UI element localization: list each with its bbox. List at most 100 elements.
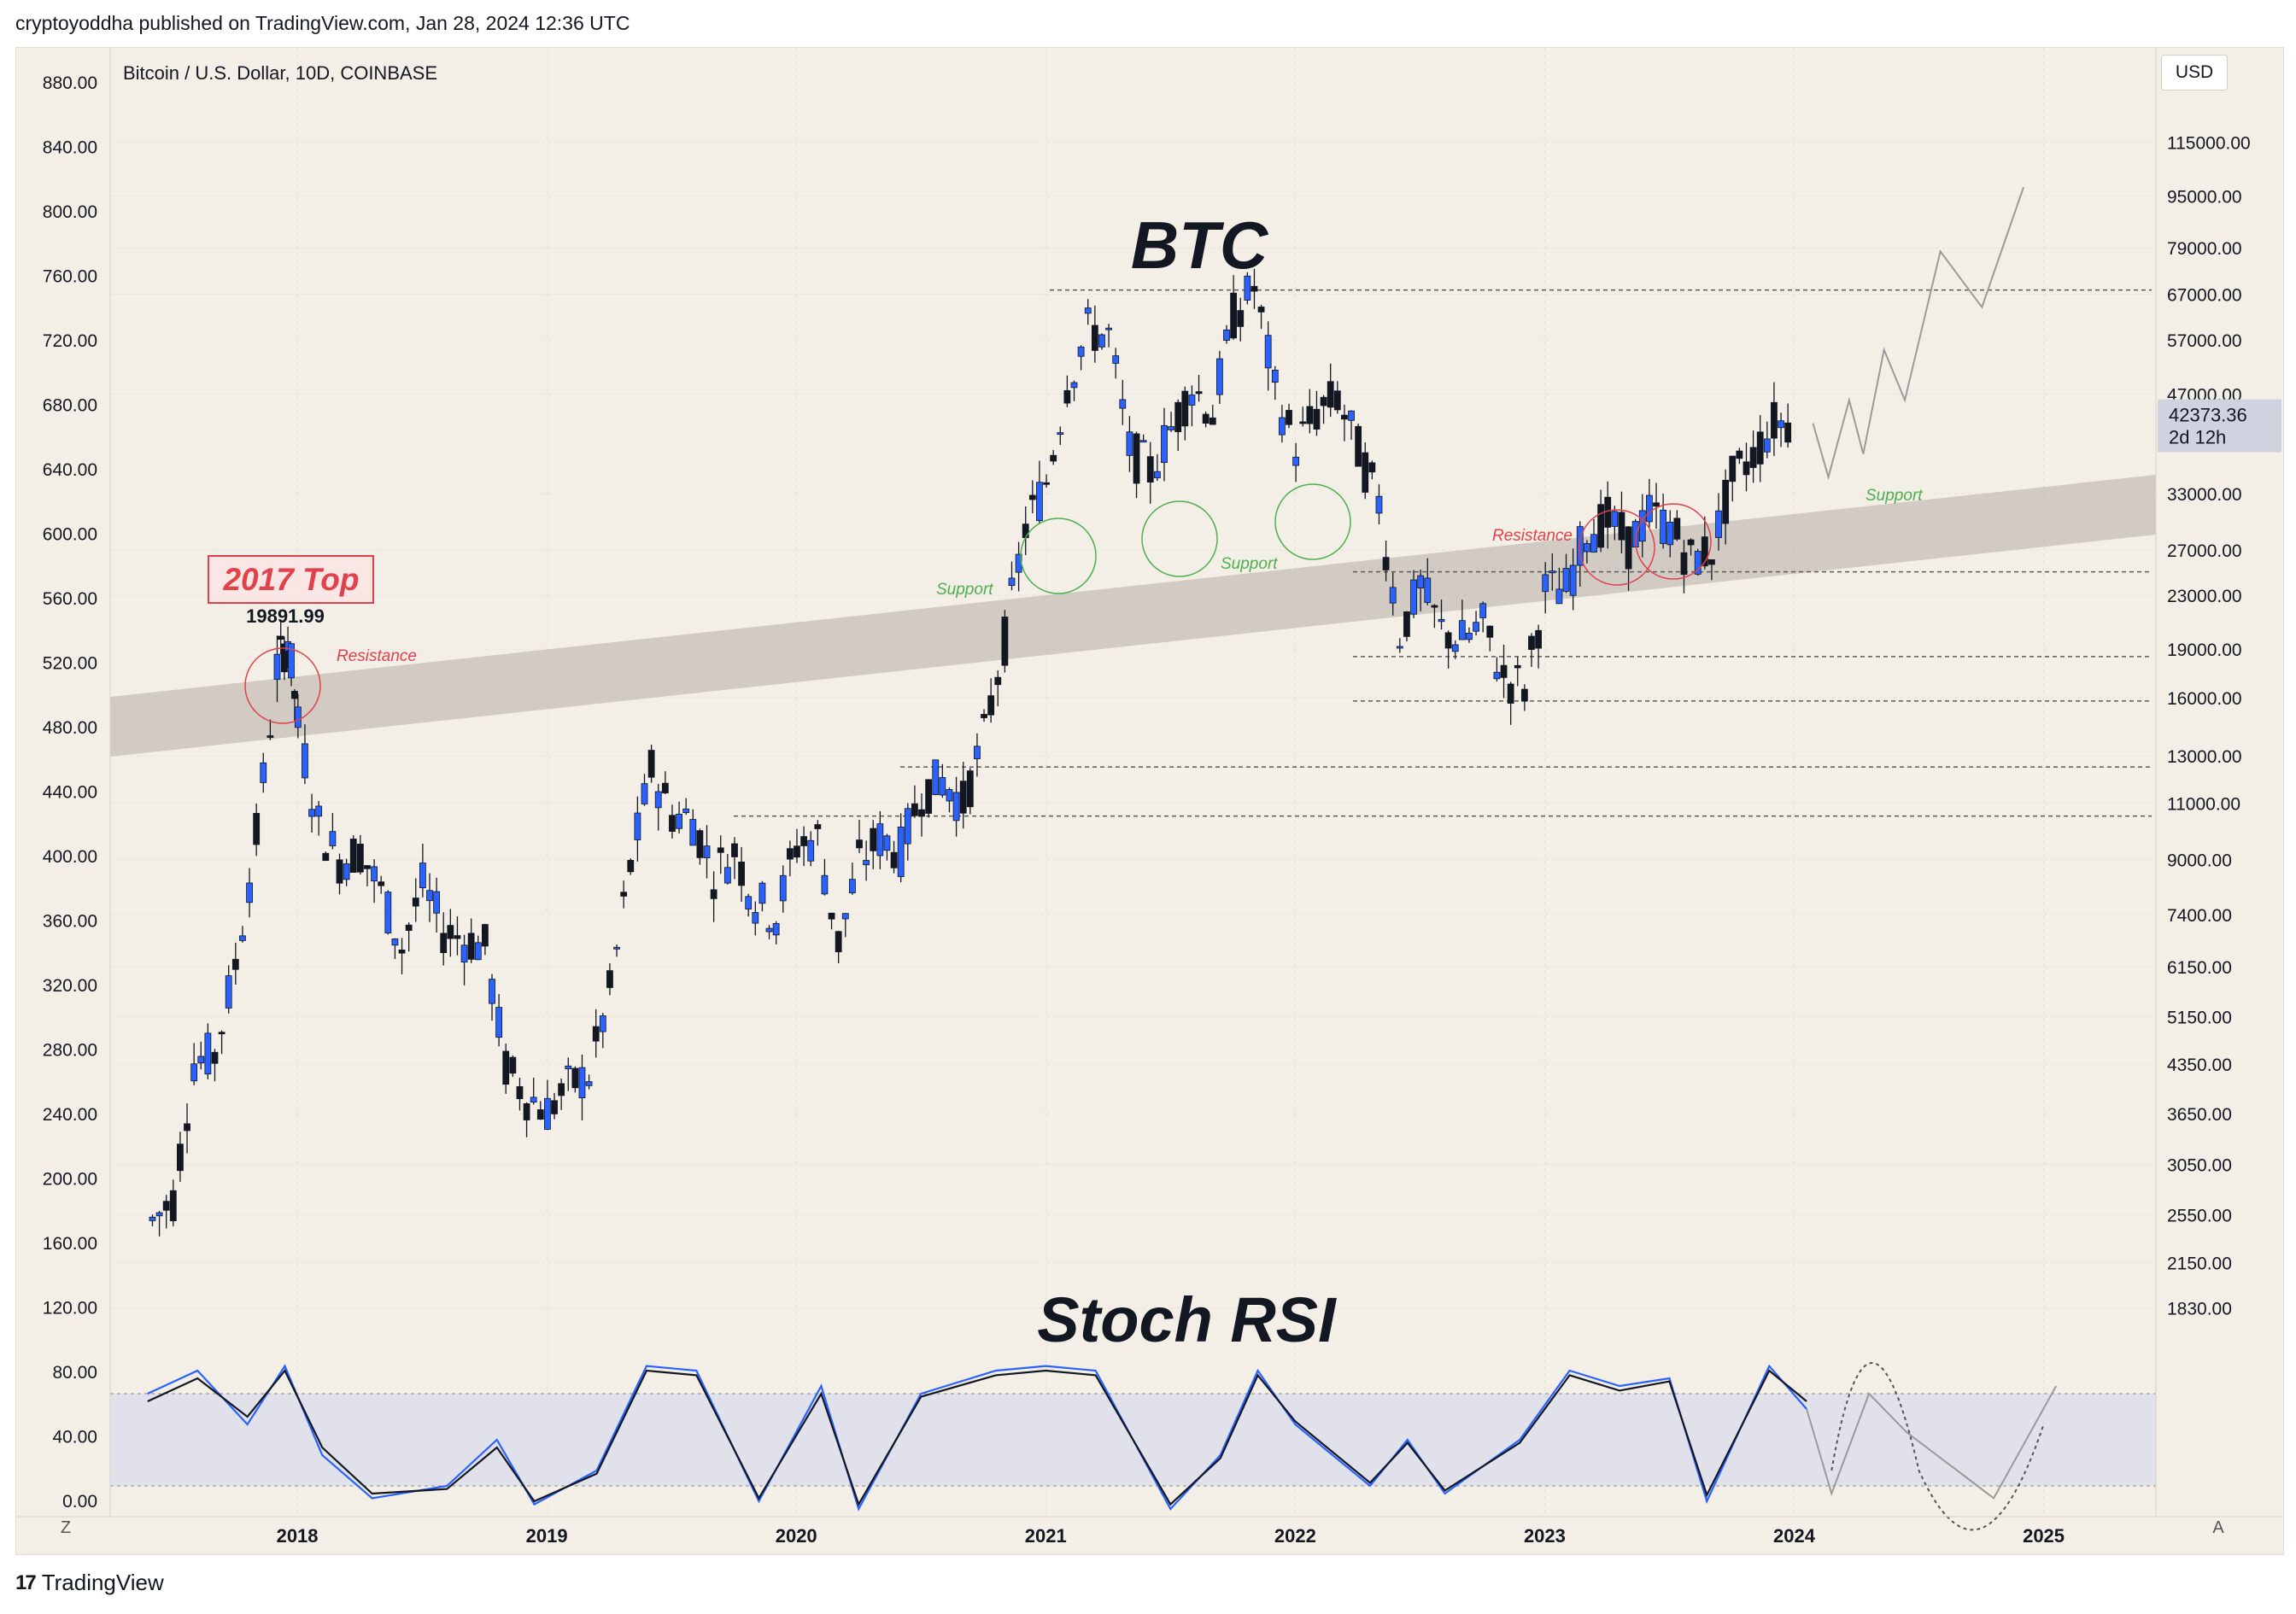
- candle-body: [1466, 632, 1473, 640]
- candle: [1410, 570, 1417, 618]
- candle: [966, 768, 974, 815]
- candle-body: [689, 819, 697, 846]
- candle-body: [1507, 683, 1514, 704]
- candle: [1749, 430, 1757, 483]
- right-axis-tick: 2150.00: [2167, 1254, 2232, 1274]
- candle-body: [419, 863, 426, 889]
- candle-body: [1306, 406, 1314, 424]
- candle: [1271, 365, 1279, 401]
- candle: [1333, 381, 1341, 414]
- candle: [1286, 403, 1292, 429]
- candle-body: [1431, 605, 1438, 608]
- candle: [987, 678, 995, 723]
- candle-body: [1153, 471, 1161, 478]
- candle: [190, 1043, 198, 1085]
- candle: [1299, 406, 1307, 427]
- right-axis-tick: 1830.00: [2167, 1300, 2232, 1319]
- candle: [939, 763, 946, 798]
- candle: [710, 871, 718, 922]
- candle: [495, 994, 503, 1047]
- candle: [1146, 442, 1154, 504]
- chart-frame[interactable]: BTC Stoch RSI 2017 Top 19891.99 Resistance Re…: [15, 47, 2284, 1555]
- right-axis-tick: 67000.00: [2167, 286, 2242, 306]
- candle: [1112, 348, 1120, 379]
- candle-body: [710, 889, 718, 899]
- candle-body: [433, 891, 441, 914]
- candle: [925, 779, 933, 818]
- auto-scale-z-button[interactable]: Z: [60, 1518, 72, 1537]
- candle-body: [1382, 557, 1390, 570]
- candle: [876, 810, 884, 869]
- left-axis-tick: 600.00: [43, 525, 97, 545]
- candle-body: [1618, 512, 1625, 541]
- x-axis-tick: 2018: [277, 1525, 319, 1547]
- candle-body: [1520, 688, 1528, 702]
- candle-body: [904, 808, 911, 845]
- candle: [1701, 516, 1708, 570]
- candle-body: [190, 1063, 198, 1082]
- candle-body: [1070, 382, 1078, 389]
- candle-body: [856, 839, 863, 849]
- candle: [440, 912, 448, 966]
- candle-body: [571, 1067, 579, 1089]
- candle-body: [606, 970, 613, 988]
- candle: [322, 851, 330, 862]
- left-axis-tick: 800.00: [43, 202, 97, 222]
- candle: [786, 840, 794, 877]
- candle: [599, 1013, 606, 1049]
- candle: [1666, 510, 1674, 558]
- candle: [1292, 442, 1300, 482]
- candle: [523, 1102, 530, 1137]
- candle: [1722, 469, 1730, 545]
- chart-svg[interactable]: BTC Stoch RSI 2017 Top 19891.99 Resistance Re…: [16, 48, 2283, 1554]
- candle: [1389, 572, 1397, 616]
- candle-body: [703, 845, 711, 859]
- candle-body: [280, 643, 288, 673]
- candle-body: [1105, 327, 1112, 330]
- candle-body: [489, 979, 495, 1004]
- candle: [1237, 297, 1245, 342]
- candle: [1119, 379, 1127, 425]
- candle-body: [1146, 456, 1154, 482]
- candle: [758, 880, 766, 912]
- right-axis-tick: 33000.00: [2167, 485, 2242, 505]
- right-axis-tick: 2550.00: [2167, 1206, 2232, 1225]
- candle-body: [162, 1201, 170, 1211]
- candle-body: [273, 653, 281, 680]
- candle: [890, 840, 898, 874]
- candle: [149, 1214, 156, 1226]
- candle-body: [1091, 325, 1098, 351]
- candle-body: [1590, 534, 1597, 553]
- auto-scale-a-button[interactable]: A: [2212, 1518, 2224, 1537]
- candle-body: [981, 714, 987, 718]
- candle: [1215, 350, 1223, 404]
- top-label-box: [208, 555, 374, 604]
- left-axis-tick: 120.00: [43, 1299, 97, 1319]
- candle: [946, 787, 953, 813]
- candle-body: [474, 942, 482, 961]
- candle-body: [336, 859, 343, 884]
- candle-body: [1286, 410, 1292, 425]
- candle-body: [447, 925, 454, 939]
- candle-body: [1362, 452, 1369, 493]
- currency-button[interactable]: USD: [2161, 55, 2228, 91]
- candle: [378, 875, 385, 894]
- candle: [772, 921, 780, 944]
- stoch-rsi-title: Stoch RSI: [1037, 1284, 1337, 1355]
- candle-body: [565, 1065, 572, 1070]
- candle: [641, 774, 648, 806]
- candle-body: [1133, 433, 1140, 484]
- right-axis-tick: 6150.00: [2167, 958, 2232, 978]
- candle: [1473, 611, 1479, 636]
- candle: [474, 935, 482, 961]
- candle: [835, 930, 842, 964]
- candle-body: [1458, 620, 1466, 640]
- candle: [779, 865, 787, 913]
- candle-body: [1736, 450, 1743, 459]
- candle-body: [1583, 543, 1590, 553]
- candle: [1694, 548, 1702, 576]
- candle: [1618, 491, 1625, 553]
- candle-body: [1528, 635, 1535, 650]
- candle: [551, 1092, 558, 1120]
- candle-body: [641, 783, 648, 804]
